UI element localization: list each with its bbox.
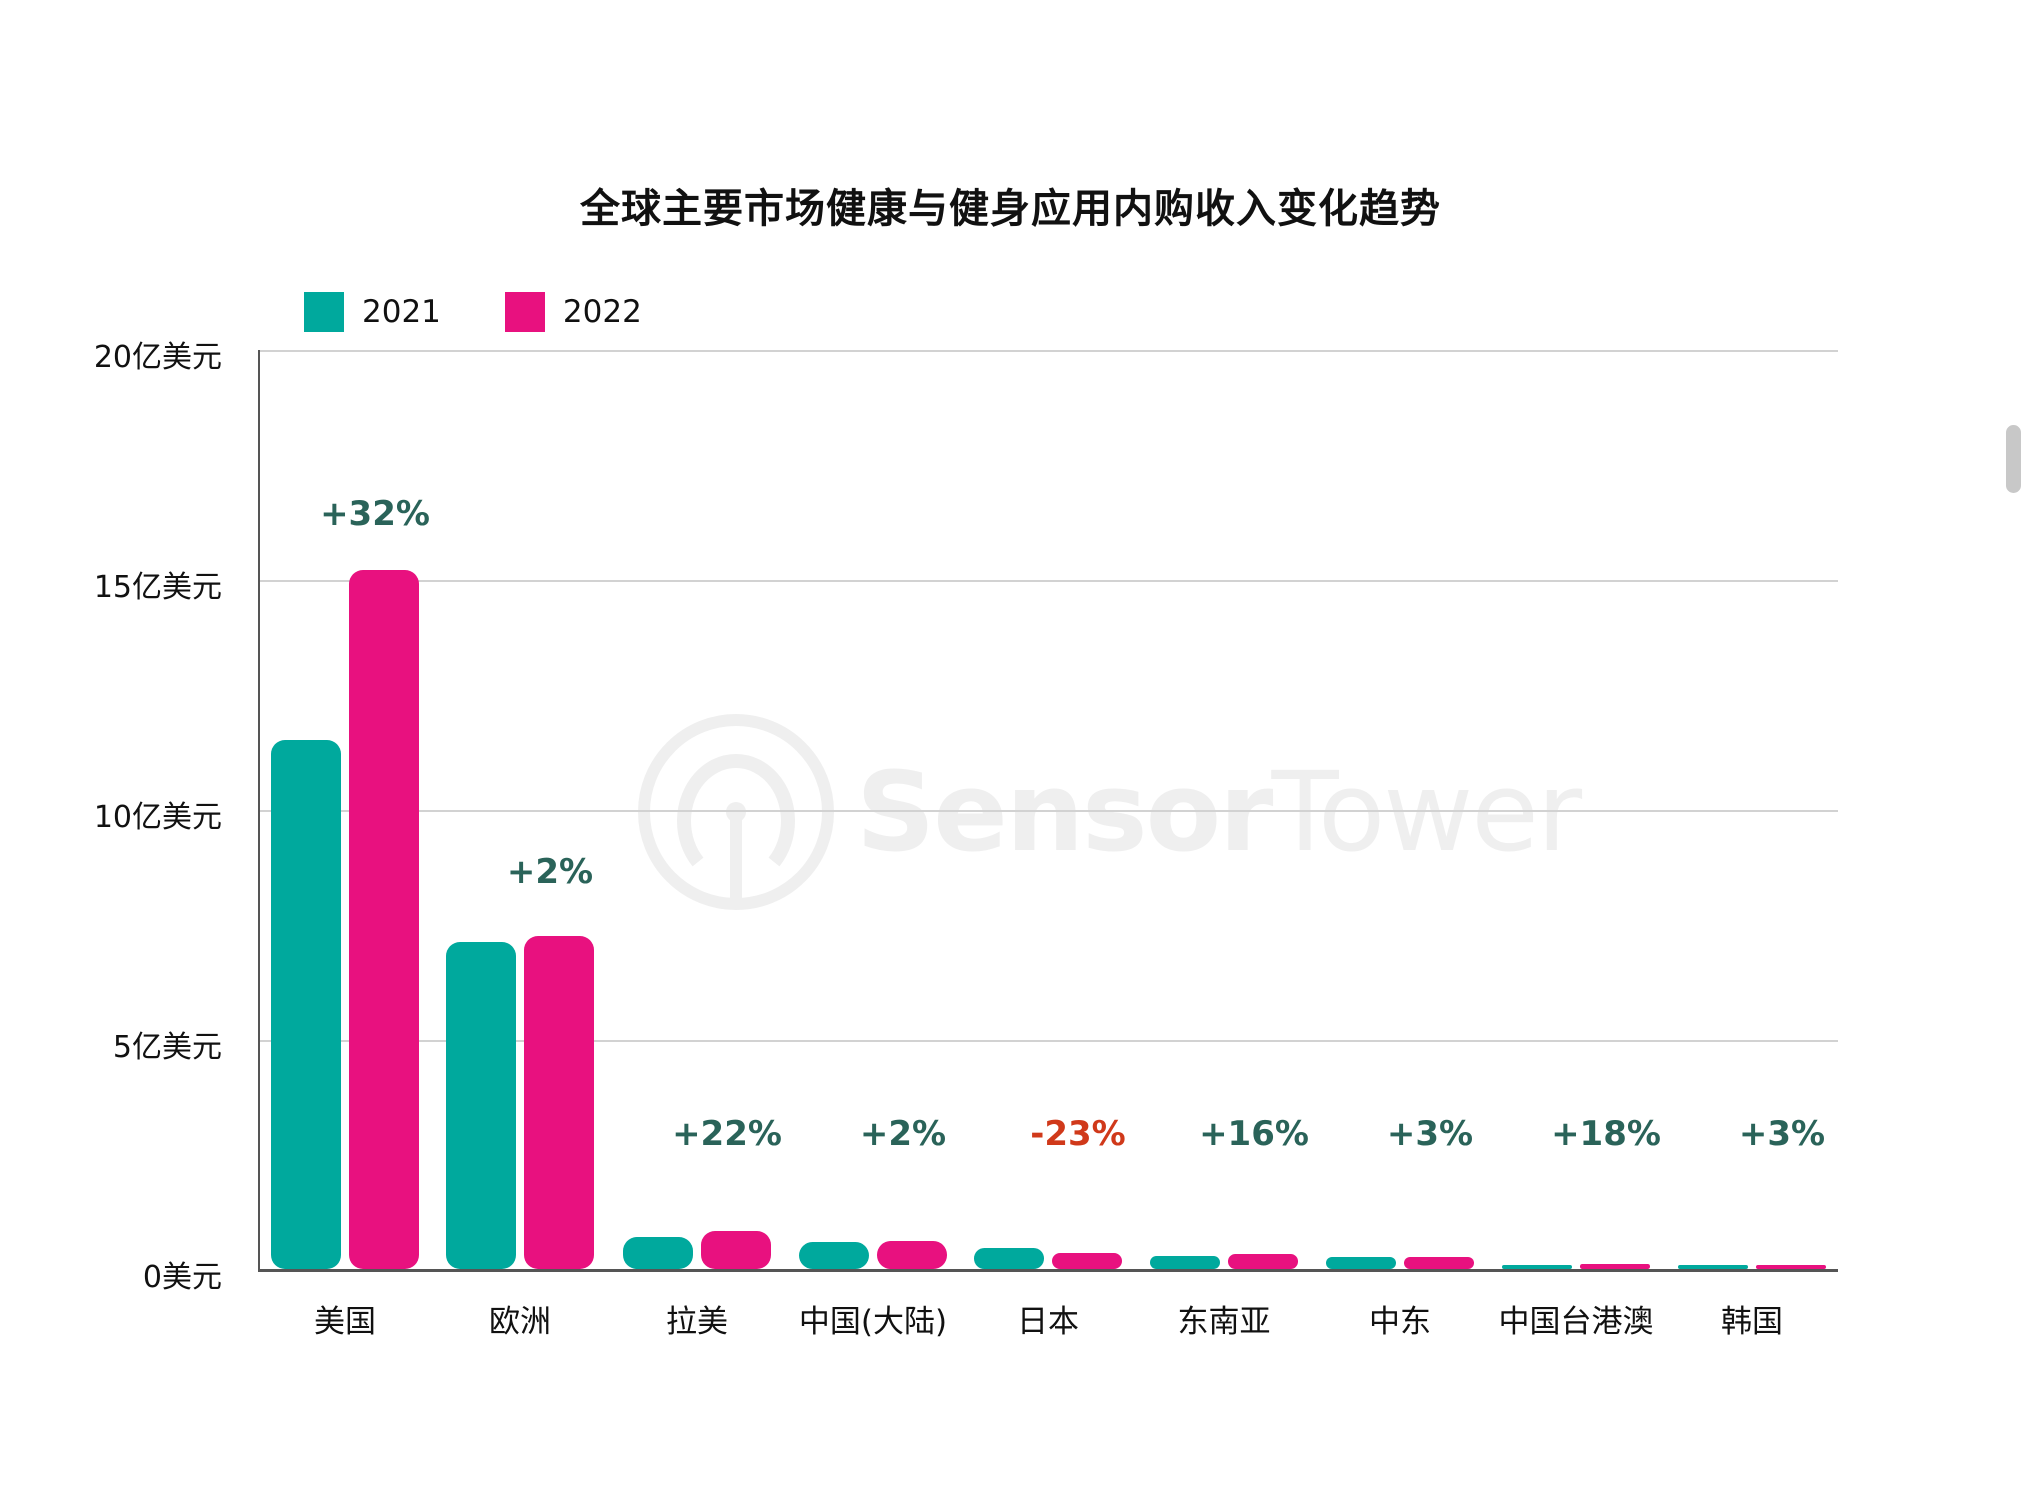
change-annotation: +3%: [1386, 1114, 1474, 1154]
change-annotation: +16%: [1199, 1114, 1309, 1154]
bar-2021: [271, 740, 341, 1269]
sensortower-watermark: SensorTower: [636, 712, 1582, 912]
bar-2022: [524, 935, 594, 1269]
x-label: 欧洲: [489, 1304, 551, 1340]
y-tick-20: 20亿美元: [93, 340, 222, 375]
sensortower-logo-icon: [638, 714, 834, 910]
bar-2021: [446, 942, 516, 1269]
x-label: 拉美: [666, 1304, 728, 1340]
bar-2022: [1756, 1265, 1826, 1269]
y-axis-line: [258, 350, 260, 1272]
bar-2021: [799, 1241, 869, 1269]
bar-2022: [1580, 1264, 1650, 1269]
bar-2021: [623, 1236, 693, 1269]
bar-2022: [1404, 1256, 1474, 1269]
legend: 2021 2022: [304, 292, 706, 332]
watermark-text: SensorTower: [856, 748, 1582, 876]
bar-2021: [1678, 1265, 1748, 1269]
bar-2021: [974, 1248, 1044, 1269]
bar-2022: [349, 569, 419, 1269]
vertical-scrollbar[interactable]: [2006, 425, 2021, 493]
legend-item-2021: 2021: [304, 292, 441, 332]
watermark-brand-bold: Sensor: [856, 748, 1273, 876]
x-label: 中国台港澳: [1498, 1304, 1654, 1340]
plot-area: [258, 350, 1838, 1272]
legend-item-2022: 2022: [504, 292, 642, 332]
bar-2022: [1052, 1252, 1122, 1269]
y-tick-15: 15亿美元: [93, 570, 222, 605]
x-axis-line: [258, 1269, 1838, 1272]
x-label: 美国: [314, 1304, 376, 1340]
legend-label-2021: 2021: [362, 294, 441, 330]
legend-swatch-2021: [304, 292, 344, 332]
change-annotation: +2%: [859, 1114, 947, 1154]
x-label: 中国(大陆): [798, 1304, 948, 1340]
bar-2022: [1228, 1254, 1298, 1269]
bar-2021: [1326, 1257, 1396, 1269]
change-annotation: +3%: [1738, 1114, 1826, 1154]
change-annotation: +22%: [672, 1114, 782, 1154]
y-tick-0: 0美元: [142, 1260, 222, 1295]
x-label: 日本: [1017, 1304, 1079, 1340]
change-annotation: +18%: [1551, 1114, 1661, 1154]
legend-label-2022: 2022: [562, 294, 642, 330]
change-annotation: +2%: [506, 852, 594, 892]
gridline-15: [258, 580, 1838, 582]
x-label: 韩国: [1721, 1304, 1783, 1340]
y-tick-10: 10亿美元: [93, 800, 222, 835]
y-tick-5: 5亿美元: [112, 1030, 222, 1065]
bar-2021: [1150, 1256, 1220, 1269]
gridline-5: [258, 1040, 1838, 1042]
change-annotation: -23%: [1030, 1114, 1126, 1154]
watermark-brand-light: Tower: [1271, 748, 1582, 876]
bar-2022: [701, 1230, 771, 1269]
change-annotation: +32%: [320, 494, 430, 534]
gridline-20: [258, 350, 1838, 352]
chart-title: 全球主要市场健康与健身应用内购收入变化趋势: [580, 186, 1441, 232]
gridline-10: [258, 810, 1838, 812]
legend-swatch-2022: [504, 292, 545, 332]
x-label: 中东: [1369, 1304, 1431, 1340]
bar-2022: [877, 1241, 947, 1269]
x-label: 东南亚: [1177, 1304, 1271, 1340]
bar-2021: [1502, 1265, 1572, 1269]
